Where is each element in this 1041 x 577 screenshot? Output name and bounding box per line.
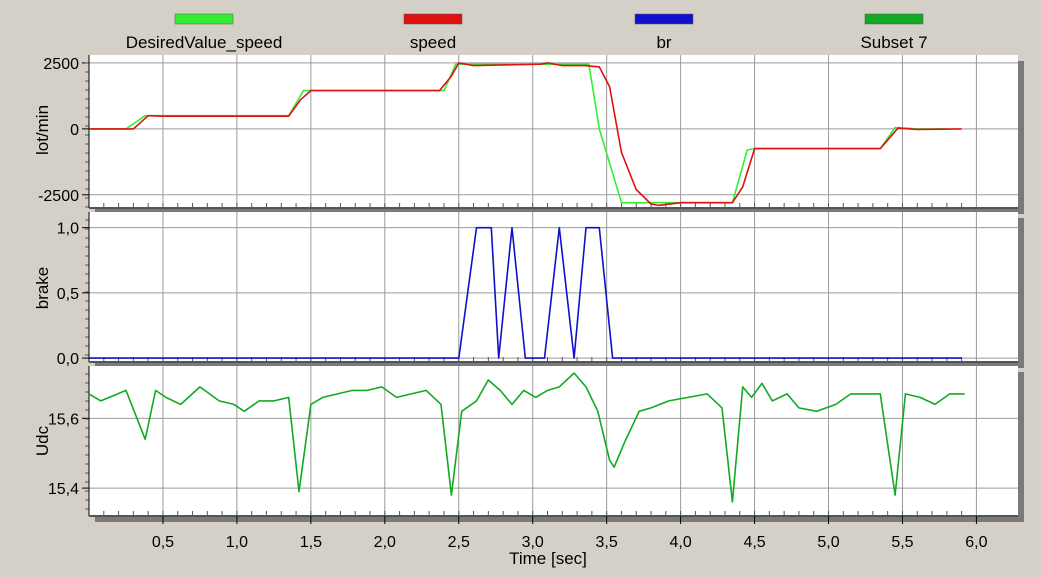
- x-tick-label: 1,5: [300, 534, 322, 551]
- legend-label-3: br: [656, 33, 671, 52]
- plot-panels: 2500 0 -2500 lot/min 1,0 0,5 0,0 brake 15,6 15,4 U…: [33, 55, 1024, 522]
- legend-swatch-1: [174, 13, 234, 25]
- x-tick-label: 4,0: [669, 534, 691, 551]
- x-axis-label: Time [sec]: [509, 549, 587, 568]
- y-axis-label: lot/min: [33, 105, 52, 155]
- y-tick-label: 15,4: [48, 481, 79, 498]
- y-tick-label: 0: [70, 122, 79, 139]
- legend-label-2: speed: [410, 33, 456, 52]
- series-line-speed: [89, 62, 962, 207]
- panel-1: 2500 0 -2500 lot/min: [33, 55, 1024, 214]
- series-line-subset-7: [88, 372, 965, 503]
- legend: DesiredValue_speed speed br Subset 7: [126, 13, 928, 52]
- series-line-br: [89, 226, 962, 359]
- y-tick-label: 2500: [43, 56, 79, 73]
- x-axis: 0,5 1,0 1,5 2,0 2,5 3,0 3,5 4,0 4,5 5,0 5,5 6,0 Time…: [152, 516, 988, 568]
- x-tick-label: 3,5: [596, 534, 618, 551]
- x-tick-label: 4,5: [743, 534, 765, 551]
- legend-swatch-2: [403, 13, 463, 25]
- y-tick-label: 15,6: [48, 411, 79, 428]
- y-tick-label: -2500: [38, 188, 79, 205]
- y-axis-label: Udc: [33, 425, 52, 456]
- x-tick-label: 3,0: [522, 534, 544, 551]
- panel-2: 1,0 0,5 0,0 brake: [33, 212, 1024, 368]
- legend-label-1: DesiredValue_speed: [126, 33, 283, 52]
- panel-background: [89, 55, 1018, 208]
- x-tick-label: 2,5: [448, 534, 470, 551]
- x-tick-label: 6,0: [965, 534, 987, 551]
- panel-background: [89, 212, 1018, 362]
- legend-swatch-3: [634, 13, 694, 25]
- y-axis-label: brake: [33, 267, 52, 310]
- x-tick-label: 5,5: [891, 534, 913, 551]
- x-tick-label: 2,0: [374, 534, 396, 551]
- x-tick-label: 1,0: [226, 534, 248, 551]
- y-tick-label: 0,0: [57, 351, 79, 368]
- panel-background: [89, 366, 1018, 516]
- legend-swatch-4: [864, 13, 924, 25]
- legend-label-4: Subset 7: [860, 33, 927, 52]
- x-tick-label: 0,5: [152, 534, 174, 551]
- panel-3: 15,6 15,4 Udc: [33, 366, 1024, 522]
- x-tick-label: 5,0: [817, 534, 839, 551]
- y-tick-label: 0,5: [57, 286, 79, 303]
- y-tick-label: 1,0: [57, 221, 79, 238]
